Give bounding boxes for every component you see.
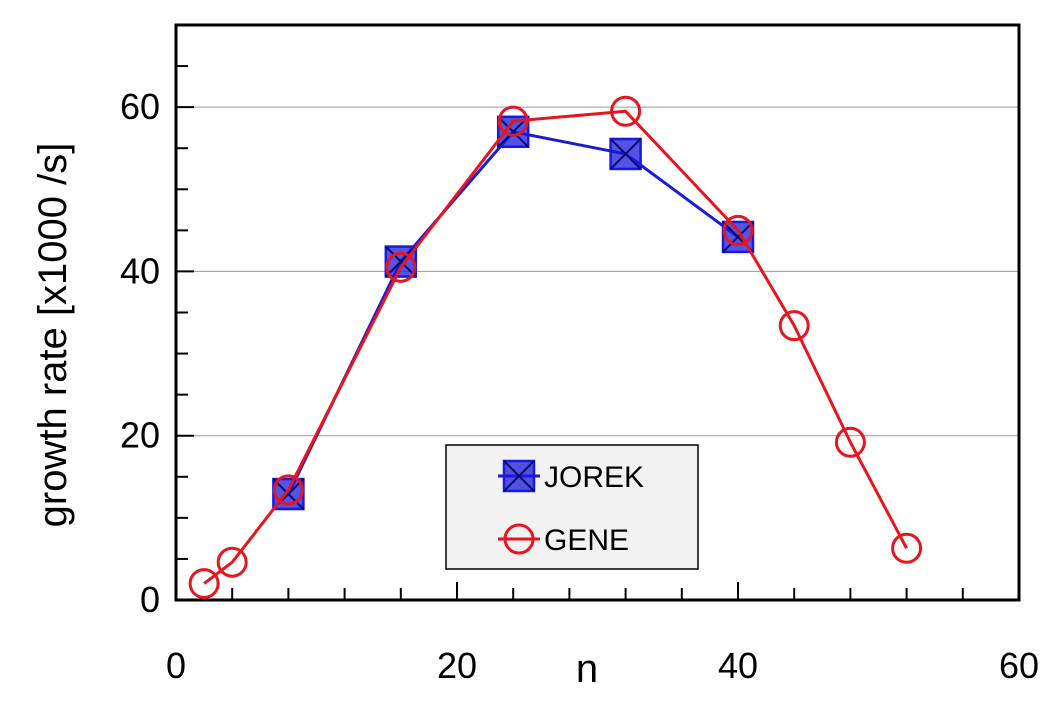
x-tick-label: 0 bbox=[166, 645, 186, 686]
x-tick-label: 40 bbox=[718, 645, 758, 686]
y-tick-label: 40 bbox=[120, 250, 160, 291]
data-point-jorek bbox=[384, 245, 418, 278]
data-point-gene bbox=[834, 426, 866, 458]
legend-label-jorek: JOREK bbox=[544, 461, 644, 494]
y-tick-label: 0 bbox=[140, 579, 160, 620]
marker-cross bbox=[497, 116, 529, 148]
axis-ticks bbox=[176, 65, 964, 600]
data-point-gene bbox=[722, 214, 754, 246]
data-point-gene bbox=[778, 310, 810, 342]
x-axis-title: n bbox=[576, 647, 598, 691]
series-line-jorek bbox=[287, 130, 739, 495]
legend: JOREK GENE bbox=[445, 444, 699, 570]
series-line-gene bbox=[203, 109, 908, 585]
data-point-gene bbox=[272, 474, 304, 506]
y-axis-title: growth rate [x1000 /s] bbox=[31, 143, 75, 528]
series-gene bbox=[188, 95, 923, 600]
data-point-gene bbox=[216, 546, 248, 578]
legend-marker-gene bbox=[503, 523, 535, 555]
data-point-gene bbox=[385, 251, 417, 283]
y-tick-label: 20 bbox=[120, 415, 160, 456]
data-point-gene bbox=[610, 95, 642, 127]
legend-box bbox=[445, 444, 699, 570]
x-tick-label: 60 bbox=[999, 645, 1039, 686]
data-point-gene bbox=[497, 105, 529, 137]
legend-label-gene: GENE bbox=[544, 524, 629, 557]
data-point-gene bbox=[891, 532, 923, 564]
legend-symbol-gene bbox=[503, 523, 535, 555]
data-point-jorek bbox=[609, 137, 642, 171]
marker-cross bbox=[385, 245, 417, 278]
y-tick-label: 60 bbox=[120, 86, 160, 127]
x-tick-label: 20 bbox=[437, 645, 477, 686]
gridlines bbox=[176, 106, 1019, 437]
marker-cross bbox=[609, 138, 642, 170]
legend-symbol-jorek bbox=[502, 459, 536, 493]
legend-marker-jorek bbox=[502, 459, 536, 493]
data-series bbox=[188, 95, 923, 600]
tick-labels: 0 20 40 60 0 20 40 60 bbox=[120, 86, 1039, 686]
data-point-gene bbox=[188, 568, 220, 600]
marker-cross bbox=[503, 460, 535, 492]
